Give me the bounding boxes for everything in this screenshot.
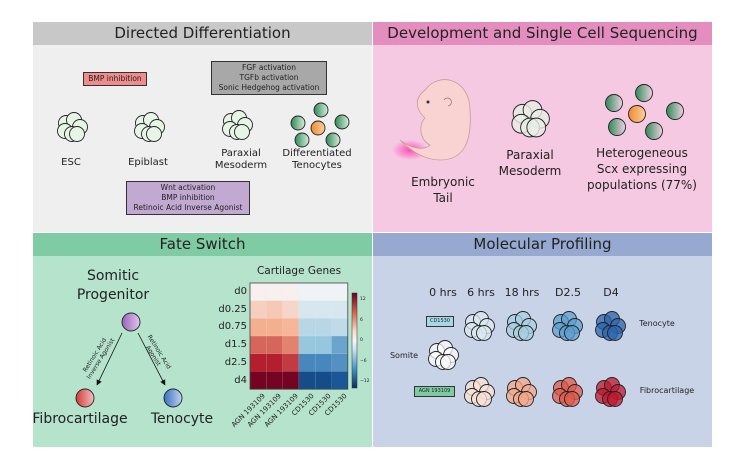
cd1530-box: CD1530 (426, 316, 454, 327)
label-progenitor: Progenitor (76, 287, 150, 303)
row-label: d0.25 (218, 303, 247, 315)
row-label: d2.5 (224, 356, 247, 368)
label-esc: ESC (61, 157, 81, 168)
agn-box: AGN 193109 (414, 386, 455, 397)
time-d4: D4 (603, 286, 619, 299)
box-line: Wnt activation (160, 183, 216, 192)
label-scx: Scx expressing (596, 162, 688, 176)
bmp-inhibition-box: BMP inhibition (83, 72, 147, 86)
time-0: 0 hrs (429, 286, 457, 299)
colorbar-tick: 0 (360, 338, 363, 343)
label-heterogeneous: Heterogeneous (596, 146, 688, 160)
label-fibrocartilage: Fibrocartilage (32, 411, 128, 427)
label-paraxial: Paraxial (506, 148, 554, 162)
time-6: 6 hrs (467, 286, 495, 299)
box-line: BMP inhibition (161, 193, 215, 202)
label-embryonic: Embryonic (411, 175, 475, 189)
panel-title: Development and Single Cell Sequencing (373, 22, 712, 45)
panel-title: Molecular Profiling (373, 233, 712, 256)
growth-factor-box: FGF activation TGFb activation Sonic Hed… (211, 61, 327, 95)
label-somitic: Somitic (86, 268, 140, 284)
label-mesoderm: Mesoderm (214, 160, 268, 171)
colorbar-tick: −12 (360, 379, 370, 384)
time-18: 18 hrs (504, 286, 540, 299)
label-paraxial: Paraxial (221, 148, 261, 159)
label-mesoderm: Mesoderm (498, 164, 562, 178)
box-line: TGFb activation (239, 73, 299, 82)
panel-molecular-profiling: Molecular Profiling (373, 233, 712, 447)
panel-title: Directed Differentiation (33, 22, 372, 45)
label-epiblast: Epiblast (128, 157, 168, 168)
colorbar-tick: −6 (360, 358, 367, 364)
label-tail: Tail (433, 191, 453, 205)
label-populations: populations (77%) (587, 178, 697, 192)
colorbar-tick: 12 (360, 297, 366, 302)
label-tenocytes: Tenocytes (292, 160, 342, 171)
row-label: d1.5 (224, 339, 247, 351)
label-tenocyte: Tenocyte (150, 411, 214, 427)
panel-title: Fate Switch (33, 233, 372, 256)
box-line: Sonic Hedgehog activation (218, 83, 320, 92)
row-label: d4 (234, 374, 247, 386)
heatmap-title: Cartilage Genes (256, 265, 342, 277)
box-line: Retinoic Acid Inverse Agonist (133, 203, 243, 212)
wnt-activation-box: Wnt activation BMP inhibition Retinoic A… (126, 181, 250, 215)
box-line: FGF activation (242, 63, 296, 72)
panel-development: Development and Single Cell Sequencing (373, 22, 712, 232)
label-somite: Somite (389, 351, 419, 360)
label-fibrocartilage: Fibrocartilage (639, 386, 695, 395)
colorbar-tick: 6 (360, 317, 363, 323)
label-differentiated: Differentiated (282, 148, 352, 159)
label-tenocyte: Tenocyte (639, 319, 675, 328)
row-label: d0.75 (218, 321, 247, 333)
row-label: d0 (234, 286, 247, 297)
time-d2-5: D2.5 (555, 286, 581, 299)
